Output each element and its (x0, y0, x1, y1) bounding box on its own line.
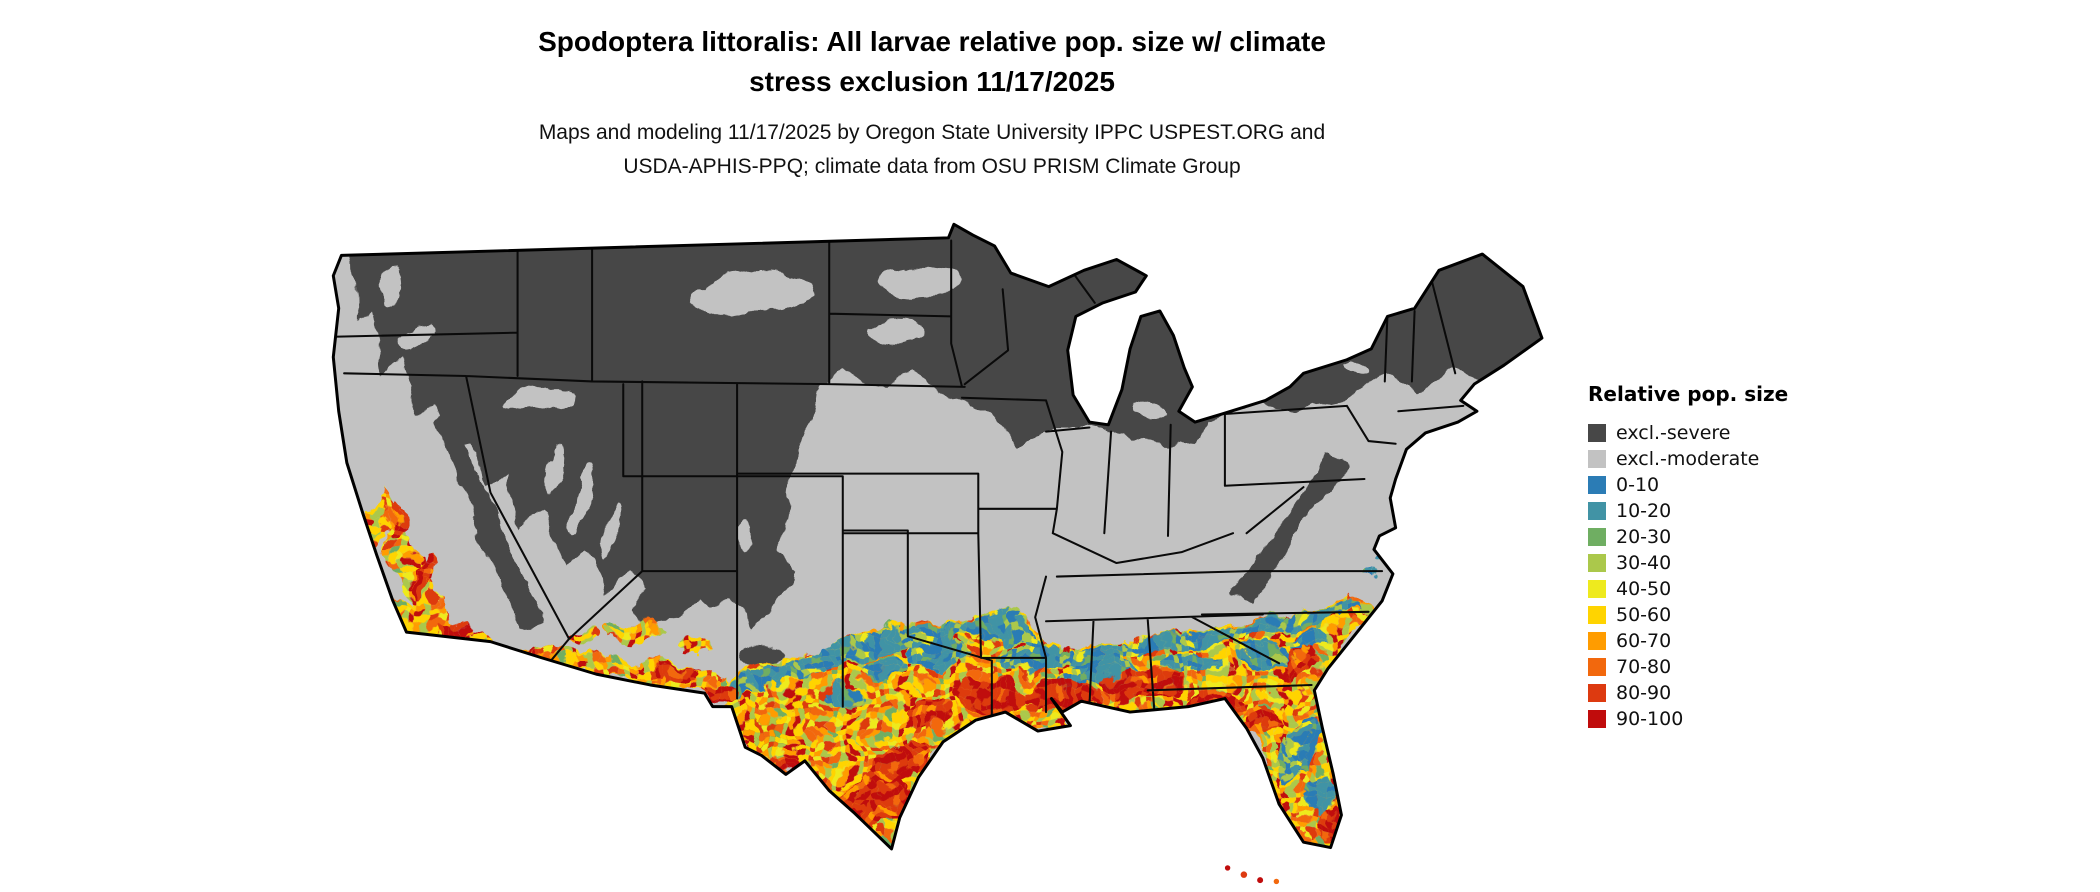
map-title-line2: stress exclusion 11/17/2025 (749, 66, 1115, 97)
legend-swatch-50-60 (1588, 606, 1606, 624)
legend-label: 80-90 (1616, 682, 1672, 704)
legend-swatch-80-90 (1588, 684, 1606, 702)
us-map (314, 208, 1545, 892)
legend-swatch-60-70 (1588, 632, 1606, 650)
legend-item-30-40: 30-40 (1588, 550, 1788, 576)
legend-item-excl-severe: excl.-severe (1588, 420, 1788, 446)
us-map-svg (331, 222, 1544, 885)
legend-swatch-40-50 (1588, 580, 1606, 598)
legend-label: 70-80 (1616, 656, 1672, 678)
legend-swatch-10-20 (1588, 502, 1606, 520)
legend-item-50-60: 50-60 (1588, 602, 1788, 628)
legend-swatch-20-30 (1588, 528, 1606, 546)
legend-item-0-10: 0-10 (1588, 472, 1788, 498)
legend-label: excl.-severe (1616, 422, 1731, 444)
legend-label: 60-70 (1616, 630, 1672, 652)
legend-item-90-100: 90-100 (1588, 706, 1788, 732)
legend-label: 50-60 (1616, 604, 1672, 626)
legend-label: 0-10 (1616, 474, 1660, 496)
map-title-line1: Spodoptera littoralis: All larvae relati… (538, 26, 1326, 57)
legend-label: excl.-moderate (1616, 448, 1760, 470)
legend-label: 20-30 (1616, 526, 1672, 548)
map-subtitle-line1: Maps and modeling 11/17/2025 by Oregon S… (538, 121, 1326, 144)
florida-keys-dots (1224, 865, 1280, 885)
state-boundaries (333, 239, 1465, 722)
map-fill-layers (333, 224, 1542, 849)
legend-swatch-0-10 (1588, 476, 1606, 494)
legend-label: 30-40 (1616, 552, 1672, 574)
legend-label: 10-20 (1616, 500, 1672, 522)
map-title: Spodoptera littoralis: All larvae relati… (0, 22, 1864, 102)
legend-item-10-20: 10-20 (1588, 498, 1788, 524)
map-subtitle: Maps and modeling 11/17/2025 by Oregon S… (0, 116, 1864, 184)
legend-item-80-90: 80-90 (1588, 680, 1788, 706)
legend-items: excl.-severe excl.-moderate 0-10 10-20 2… (1588, 420, 1788, 732)
legend-item-40-50: 40-50 (1588, 576, 1788, 602)
legend-item-excl-moderate: excl.-moderate (1588, 446, 1788, 472)
legend-item-60-70: 60-70 (1588, 628, 1788, 654)
us-outline (331, 222, 1544, 851)
legend-swatch-excl-severe (1588, 424, 1606, 442)
legend-item-70-80: 70-80 (1588, 654, 1788, 680)
map-subtitle-line2: USDA-APHIS-PPQ; climate data from OSU PR… (623, 155, 1241, 178)
figure-header: Spodoptera littoralis: All larvae relati… (0, 22, 1864, 184)
legend-label: 40-50 (1616, 578, 1672, 600)
legend-swatch-30-40 (1588, 554, 1606, 572)
legend-swatch-70-80 (1588, 658, 1606, 676)
legend-swatch-excl-moderate (1588, 450, 1606, 468)
legend-swatch-90-100 (1588, 710, 1606, 728)
legend-label: 90-100 (1616, 708, 1684, 730)
legend-title: Relative pop. size (1588, 382, 1789, 406)
legend: Relative pop. size excl.-severe excl.-mo… (1588, 382, 1788, 732)
legend-item-20-30: 20-30 (1588, 524, 1788, 550)
